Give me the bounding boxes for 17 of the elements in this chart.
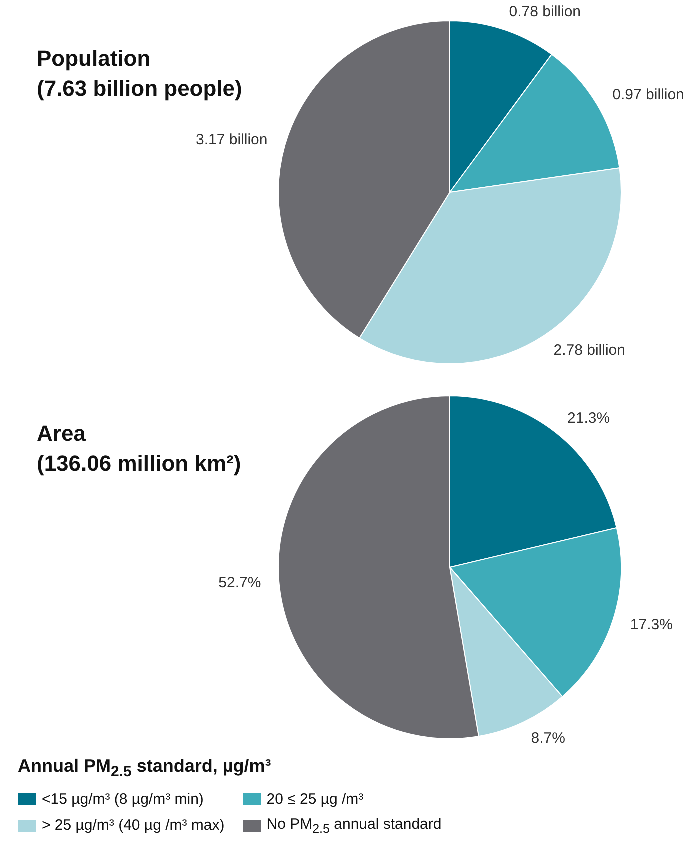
legend-label: No PM$_{2.5}$ annual standard [266,816,442,836]
data-label: 3.17 billion [196,132,268,149]
legend-label: 20 ≤ 25 µg /m³ [266,790,364,808]
data-label: 8.7% [531,730,566,747]
data-label: 0.97 billion [612,86,684,104]
text: (7.63 billion people) [37,76,242,102]
data-label: 2.78 billion [554,342,626,360]
data-label: 0.78 billion [509,4,582,21]
data-label: 52.7% [218,574,262,592]
legend-title: Annual PM$_{2.5}$ standard, µg/m³ [18,756,272,781]
legend-label: <15 µg/m³ (8 µg/m³ min) [42,790,204,808]
data-label: 21.3% [568,410,610,428]
legend-label: > 25 µg/m³ (40 µg /m³ max) [42,817,225,834]
text: (136.06 million km²) [37,451,242,476]
text: Population [37,46,151,72]
text: Area [37,421,87,446]
data-label: 17.3% [630,616,673,634]
